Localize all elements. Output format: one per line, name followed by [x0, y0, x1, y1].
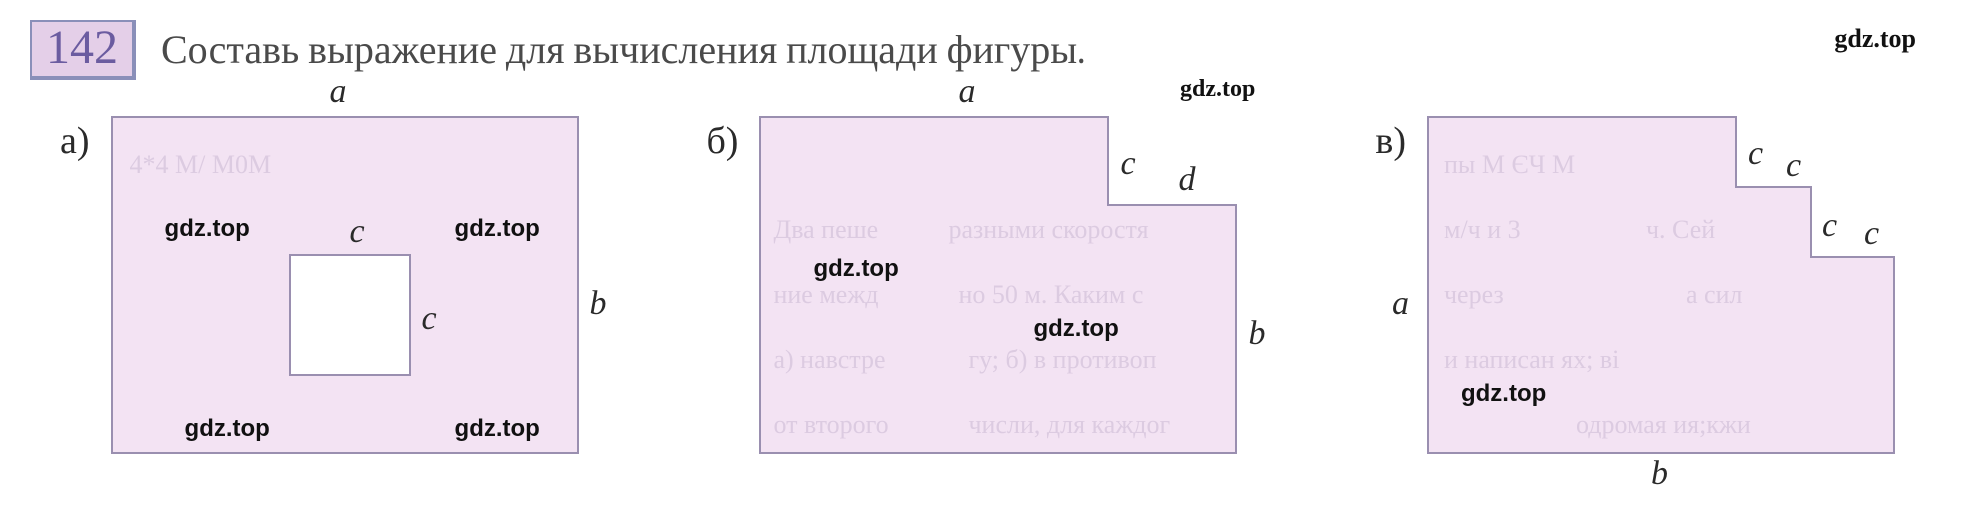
figure-b-column: б) a c d b gdz.top gdz.top Два пеше разн… — [706, 115, 1258, 455]
ghost-c-1: м/ч и 3 — [1444, 215, 1521, 245]
figure-a: a c c b gdz.top gdz.top gdz.top gdz.top … — [110, 115, 590, 455]
ghost-a-1: 4*4 M/ M0M — [130, 150, 272, 180]
ghost-b-2r: но 50 м. Каким с — [958, 280, 1143, 310]
watermark-under-title: gdz.top — [1180, 76, 1956, 103]
label-a-left-c: a — [1392, 285, 1409, 323]
label-c3: c — [1822, 207, 1837, 245]
watermark-a-1: gdz.top — [165, 215, 250, 243]
watermark-a-4: gdz.top — [455, 415, 540, 443]
watermark-a-3: gdz.top — [185, 415, 270, 443]
watermark-a-2: gdz.top — [455, 215, 540, 243]
label-b-bottom-c: b — [1651, 455, 1668, 493]
label-c-notch-b: c — [1120, 145, 1135, 183]
label-d-notch-b: d — [1178, 161, 1195, 199]
ghost-c-0: пы M ЄЧ М — [1444, 150, 1575, 180]
label-c-right: c — [422, 300, 437, 338]
figure-c: c c c c a b gdz.top пы M ЄЧ М м/ч и 3 ч.… — [1426, 115, 1926, 455]
ghost-c-2b: а сил — [1686, 280, 1742, 310]
label-b-right-a: b — [590, 285, 607, 323]
label-c2: c — [1786, 147, 1801, 185]
figure-a-column: а) a c c b gdz.top gdz.top gdz.top gdz.t… — [60, 115, 590, 455]
label-c1: c — [1748, 135, 1763, 173]
ghost-b-4: от второго — [773, 410, 888, 440]
ghost-b-3r: гу; б) в противоп — [968, 345, 1156, 375]
problem-text: Составь выражение для вычисления площади… — [161, 20, 1809, 73]
figure-b-letter: б) — [706, 115, 738, 163]
label-b-right-b: b — [1248, 315, 1265, 353]
figure-c-letter: в) — [1375, 115, 1406, 163]
watermark-b-2: gdz.top — [1033, 315, 1118, 343]
ghost-c-1b: ч. Сей — [1646, 215, 1715, 245]
watermark-c-1: gdz.top — [1461, 380, 1546, 408]
label-c-top: c — [350, 213, 365, 251]
label-a-top-b: a — [958, 73, 975, 111]
ghost-c-4: одромая ия;кжи — [1576, 410, 1751, 440]
ghost-b-4r: числи, для каждог — [968, 410, 1170, 440]
ghost-b-2: ние межд — [773, 280, 878, 310]
ghost-c-3: и написан ях; ві — [1444, 345, 1619, 375]
watermark-b-1: gdz.top — [813, 255, 898, 283]
figure-a-letter: а) — [60, 115, 90, 163]
figure-b: a c d b gdz.top gdz.top Два пеше разными… — [758, 115, 1258, 455]
figure-c-column: в) c c c c a b gdz.top пы M ЄЧ М м/ч и 3… — [1375, 115, 1926, 455]
label-c4: c — [1864, 215, 1879, 253]
problem-number-badge: 142 — [30, 20, 136, 80]
ghost-b-3: а) навстре — [773, 345, 885, 375]
ghost-c-2: через — [1444, 280, 1504, 310]
ghost-b-1: Два пеше — [773, 215, 878, 245]
label-a-top: a — [330, 73, 347, 111]
ghost-b-1r: разными скоростя — [948, 215, 1148, 245]
watermark-top-right: gdz.top — [1834, 20, 1956, 54]
